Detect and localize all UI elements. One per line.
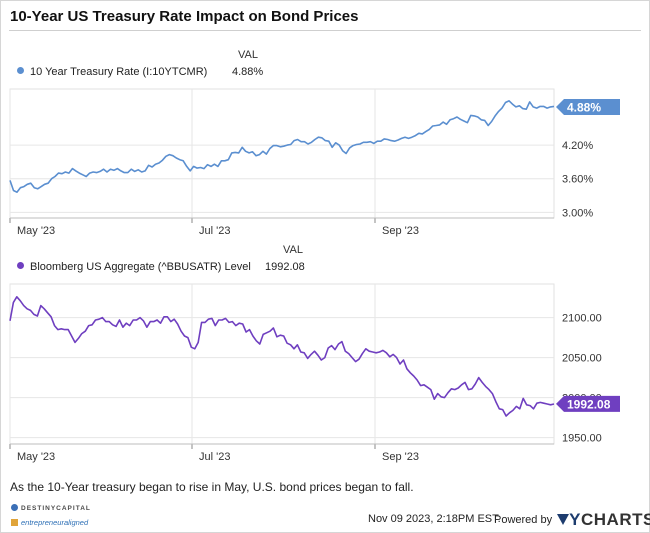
legend-1-label: 10 Year Treasury Rate (I:10YTCMR) xyxy=(30,66,208,78)
ycharts-brand-rest: CHARTS xyxy=(581,510,650,529)
x-tick-label: Jul '23 xyxy=(199,451,230,463)
ea-logo-icon xyxy=(11,519,18,526)
chart-title: 10-Year US Treasury Rate Impact on Bond … xyxy=(10,8,359,25)
x-tick-label: Jul '23 xyxy=(199,225,230,237)
y-tick-label: 2100.00 xyxy=(562,313,602,325)
ea-logo-text: entrepreneuraligned xyxy=(21,518,89,527)
series-line-1 xyxy=(9,100,555,193)
y-tick-label: 2050.00 xyxy=(562,353,602,365)
end-value-badge xyxy=(556,395,620,412)
x-tick-label: Sep '23 xyxy=(382,451,419,463)
ycharts-brand-y: Y xyxy=(569,510,581,529)
x-tick-label: May '23 xyxy=(17,451,55,463)
legend-2-dot-icon xyxy=(17,262,24,269)
footer-timestamp: Nov 09 2023, 2:18PM EST. xyxy=(368,513,501,525)
legend-1-dot-icon xyxy=(17,67,24,74)
x-tick-label: Sep '23 xyxy=(382,225,419,237)
legend-2-label: Bloomberg US Aggregate (^BBUSATR) Level xyxy=(30,261,251,273)
legend-1-value: 4.88% xyxy=(232,66,264,78)
end-value-label: 4.88% xyxy=(567,100,601,114)
x-tick-label: May '23 xyxy=(17,225,55,237)
y-tick-label: 1950.00 xyxy=(562,433,602,445)
title-divider xyxy=(9,30,641,31)
series-line-2 xyxy=(9,296,555,417)
legend-2-value: 1992.08 xyxy=(265,261,305,273)
powered-by-ycharts[interactable]: Powered by YCHARTS xyxy=(494,510,650,530)
end-value-badge xyxy=(556,98,620,115)
entrepreneur-aligned-logo: entrepreneuraligned xyxy=(11,512,88,530)
plot-area-2 xyxy=(9,283,555,445)
legend-2-item[interactable]: Bloomberg US Aggregate (^BBUSATR) Level xyxy=(17,261,251,273)
destiny-logo-text: DESTINYCAPITAL xyxy=(21,505,91,512)
legend-1-item[interactable]: 10 Year Treasury Rate (I:10YTCMR) xyxy=(17,66,207,78)
destiny-logo-icon xyxy=(11,504,18,511)
chart-1: 3.00% 3.60% 4.20% May '23 Jul '23 Sep '23 4.88… xyxy=(9,88,620,237)
legend-2-header: VAL xyxy=(283,244,303,256)
ycharts-brand: YCHARTS xyxy=(569,510,650,529)
powered-by-text: Powered by xyxy=(494,514,553,526)
caption-text: As the 10-Year treasury began to rise in… xyxy=(10,480,414,494)
y-tick-label: 3.00% xyxy=(562,207,593,219)
plot-area-1 xyxy=(9,88,555,219)
end-value-label: 1992.08 xyxy=(567,397,611,411)
y-tick-label: 4.20% xyxy=(562,140,593,152)
destiny-capital-logo: DESTINYCAPITAL xyxy=(11,497,91,515)
ycharts-logo-icon xyxy=(557,514,570,525)
legend-1-header: VAL xyxy=(238,49,258,61)
y-tick-label: 3.60% xyxy=(562,174,593,186)
